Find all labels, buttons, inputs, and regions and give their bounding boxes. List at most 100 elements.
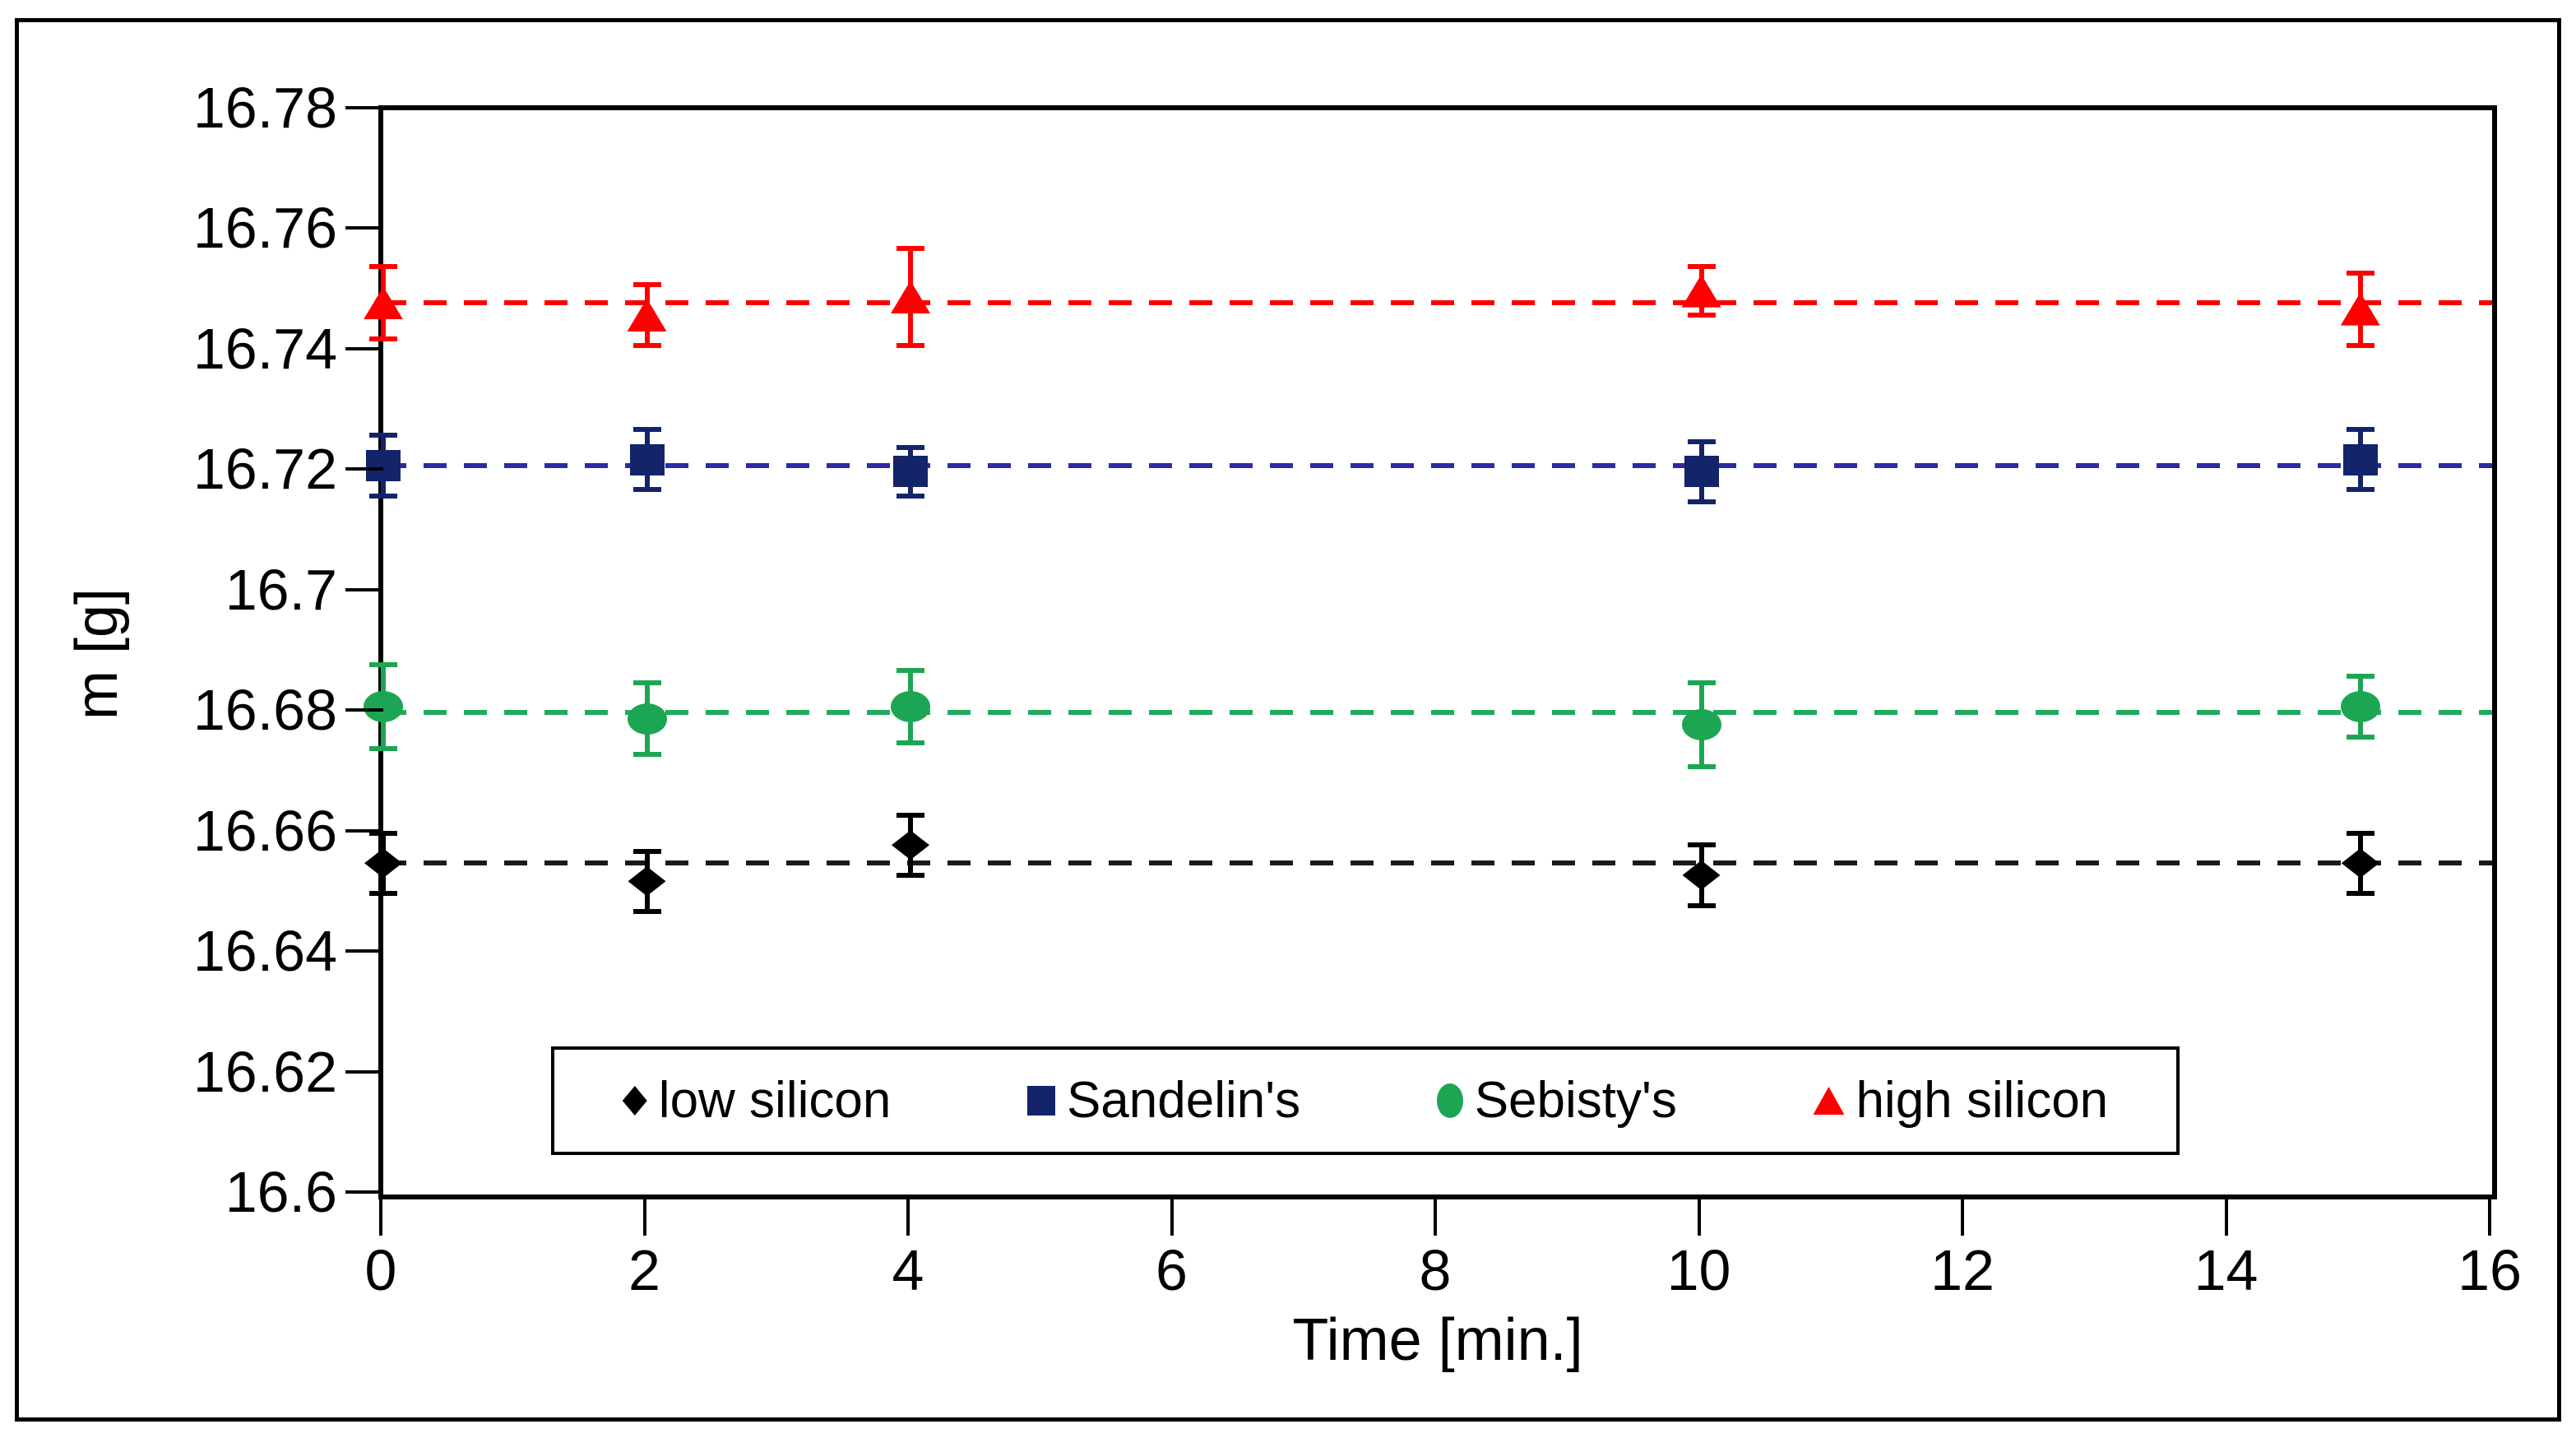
error-bar-cap (369, 746, 397, 752)
x-tick-label: 12 (1930, 1238, 1995, 1302)
error-bar-cap (2346, 674, 2374, 680)
data-point-triangle (1681, 274, 1721, 308)
error-bar-cap (897, 812, 924, 818)
legend-diamond-icon (622, 1086, 647, 1116)
x-tick-mark (2488, 1199, 2491, 1236)
trend-line-square (383, 463, 2492, 468)
legend-label: Sebisty's (1474, 1072, 1677, 1129)
error-bar-cap (2346, 270, 2374, 276)
x-tick-label: 16 (2458, 1238, 2522, 1302)
x-tick-mark (1170, 1199, 1174, 1236)
error-bar-cap (369, 264, 397, 270)
error-bar-cap (897, 246, 924, 252)
x-tick-label: 6 (1156, 1238, 1188, 1302)
error-bar-cap (897, 667, 924, 673)
y-tick-mark (345, 1069, 383, 1074)
y-tick-mark (345, 106, 383, 109)
y-tick-label: 16.66 (192, 798, 337, 863)
error-bar-cap (897, 493, 924, 499)
x-tick-label: 2 (628, 1238, 660, 1302)
error-bar-cap (369, 433, 397, 438)
y-tick-label: 16.76 (192, 196, 337, 261)
error-bar-cap (897, 872, 924, 878)
x-tick-mark (642, 1199, 646, 1236)
data-point-square (1684, 456, 1719, 488)
error-bar-cap (2346, 427, 2374, 433)
y-tick-label: 16.72 (192, 437, 337, 502)
y-tick-label: 16.64 (192, 919, 337, 984)
data-point-square (629, 443, 665, 475)
plot-area (364, 105, 2497, 1199)
legend-triangle-icon (1813, 1087, 1845, 1115)
error-bar-cap (369, 493, 397, 499)
trend-line-triangle (383, 300, 2492, 306)
data-point-triangle (891, 280, 930, 313)
trend-line-circle (383, 710, 2492, 716)
x-tick-label: 8 (1419, 1238, 1452, 1302)
y-tick-mark (345, 346, 383, 350)
data-point-circle (627, 703, 667, 735)
y-tick-label: 16.74 (192, 316, 337, 381)
error-bar-cap (632, 848, 661, 854)
data-point-square (2342, 443, 2378, 475)
error-bar-cap (369, 830, 397, 836)
error-bar-cap (897, 342, 924, 348)
y-tick-mark (345, 828, 383, 833)
y-tick-mark (345, 1190, 383, 1194)
error-bar-cap (1687, 438, 1716, 444)
x-tick-mark (906, 1199, 910, 1236)
y-tick-mark (345, 226, 383, 230)
x-tick-label: 0 (364, 1238, 397, 1302)
y-tick-label: 16.6 (225, 1160, 337, 1224)
y-tick-label: 16.68 (192, 678, 337, 743)
data-point-circle (2340, 690, 2380, 722)
error-bar-cap (369, 661, 397, 667)
data-point-circle (1681, 708, 1721, 740)
error-bar-cap (2346, 342, 2374, 348)
error-bar-cap (369, 336, 397, 342)
error-bar-cap (632, 487, 661, 493)
error-bar-cap (2346, 487, 2374, 493)
error-bar-cap (632, 342, 661, 348)
error-bar-cap (2346, 734, 2374, 740)
x-tick-mark (379, 1199, 382, 1236)
data-point-square (893, 456, 928, 488)
legend-label: high silicon (1856, 1072, 2109, 1129)
legend-item: Sandelin's (1026, 1072, 1301, 1129)
y-tick-label: 16.78 (192, 76, 337, 140)
error-bar-cap (897, 445, 924, 451)
legend-label: Sandelin's (1066, 1072, 1301, 1129)
error-bar-cap (2346, 890, 2374, 896)
y-tick-label: 16.62 (192, 1039, 337, 1104)
legend-label: low silicon (658, 1072, 892, 1129)
error-bar-cap (632, 282, 661, 288)
error-bar-cap (1687, 902, 1716, 908)
data-point-circle (891, 690, 930, 722)
error-bar-cap (2346, 830, 2374, 836)
x-tick-label: 14 (2194, 1238, 2259, 1302)
error-bar-cap (632, 908, 661, 914)
y-tick-label: 16.7 (225, 557, 337, 622)
x-tick-mark (1697, 1199, 1701, 1236)
legend: low silicon Sandelin's Sebisty's high silic… (551, 1046, 2180, 1155)
error-bar-cap (632, 752, 661, 758)
error-bar-cap (897, 740, 924, 745)
error-bar-cap (632, 680, 661, 685)
error-bar-cap (1687, 312, 1716, 318)
error-bar-cap (1687, 499, 1716, 504)
y-tick-mark (345, 467, 383, 471)
error-bar-cap (369, 890, 397, 896)
data-point-diamond (892, 830, 929, 860)
x-tick-mark (1434, 1199, 1437, 1236)
legend-item: high silicon (1813, 1074, 2108, 1127)
x-tick-mark (2224, 1199, 2228, 1236)
trend-line-diamond (383, 860, 2492, 866)
y-tick-mark (345, 708, 383, 712)
x-tick-mark (1961, 1199, 1964, 1236)
y-tick-mark (345, 949, 383, 953)
data-point-triangle (2340, 292, 2380, 326)
figure-border (15, 18, 2561, 1422)
error-bar-cap (1687, 764, 1716, 770)
x-axis-title: Time [min.] (1292, 1307, 1583, 1373)
